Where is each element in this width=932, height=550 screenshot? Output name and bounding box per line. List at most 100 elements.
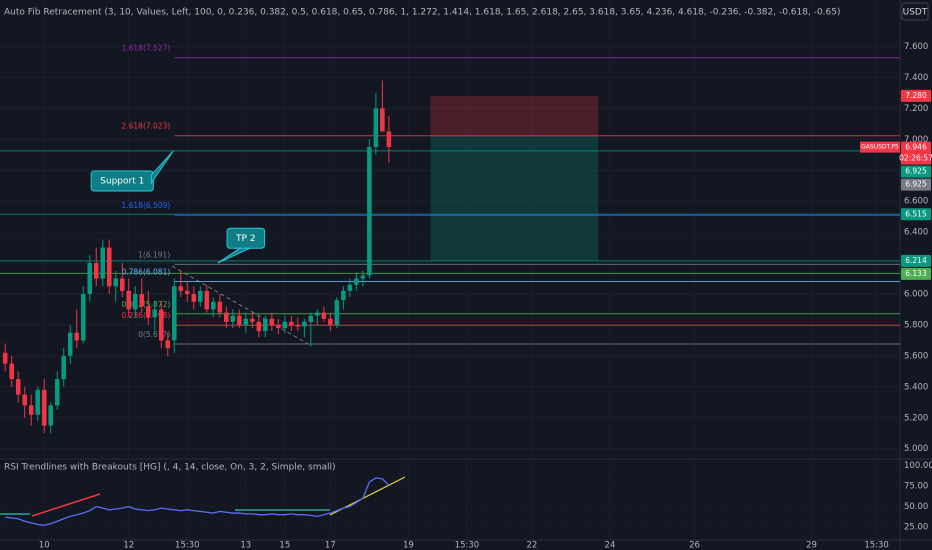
price-tag-label: 6.515 xyxy=(905,209,927,218)
candle-body xyxy=(204,290,210,310)
candle-body xyxy=(93,263,99,279)
price-tag-label: 6.133 xyxy=(905,269,927,278)
x-tick-label: 13 xyxy=(240,541,251,550)
y-tick-label: 7.600 xyxy=(904,42,928,52)
candle-body xyxy=(178,286,184,291)
grid xyxy=(0,45,900,528)
y-tick-label: 6.000 xyxy=(904,289,928,299)
candle-body xyxy=(100,247,106,279)
candle-body xyxy=(367,146,372,276)
fib-label: 0.382(5.872) xyxy=(121,300,170,309)
candle-body xyxy=(61,355,67,380)
price-tag xyxy=(901,254,931,267)
x-tick-label: 24 xyxy=(605,541,616,550)
candle-body xyxy=(106,247,112,287)
rsi-tick-label: 25.00 xyxy=(904,522,928,532)
candle-body xyxy=(256,321,262,332)
candle-body xyxy=(9,363,14,380)
candle-body xyxy=(119,278,125,291)
candle-body xyxy=(191,293,197,302)
candle-body xyxy=(289,321,294,325)
x-tick-label: 26 xyxy=(689,541,700,550)
symbol-tag xyxy=(860,141,900,153)
candle-body xyxy=(334,300,340,325)
candle-body xyxy=(158,309,164,341)
candle-body xyxy=(54,379,60,406)
candle-body xyxy=(308,315,314,322)
y-tick-label: 7.000 xyxy=(904,135,928,145)
candle-body xyxy=(250,318,255,322)
position-target-zone xyxy=(430,135,599,261)
rsi-title: RSI Trendlines with Breakouts [HG] (, 4,… xyxy=(4,463,336,473)
fib-label: 0(5.677) xyxy=(138,330,170,339)
candle-body xyxy=(237,315,242,325)
callout: TP 2 xyxy=(217,227,266,264)
rsi-tick-label: 50.00 xyxy=(904,502,928,512)
y-tick-label: 6.400 xyxy=(904,228,928,238)
x-tick-label: 10 xyxy=(39,541,50,550)
candle-body xyxy=(132,293,138,310)
price-tag xyxy=(901,165,931,178)
price-tag xyxy=(901,208,931,221)
candle-body xyxy=(185,290,190,294)
candle-body xyxy=(87,263,93,294)
candle-body xyxy=(172,286,177,341)
price-tag xyxy=(901,141,931,165)
candle-body xyxy=(354,278,359,285)
fib-label: 2.618(7.023) xyxy=(121,122,170,131)
candle-body xyxy=(28,405,34,415)
x-tick-label: 22 xyxy=(527,541,538,550)
candle-body xyxy=(22,394,27,406)
fib-trend-line xyxy=(171,265,311,346)
plot: 1.618(7.527) 2.618(7.023) 1.618(6.509) 1(6.… xyxy=(0,44,900,434)
candle-body xyxy=(165,340,171,349)
callout-text: TP 2 xyxy=(235,234,256,244)
candle-body xyxy=(315,312,320,316)
position-stop-zone xyxy=(430,95,599,136)
y-tick-label: 5.000 xyxy=(904,444,928,454)
candle-body xyxy=(263,318,268,332)
candle-body xyxy=(80,293,86,341)
candle-body xyxy=(224,312,229,322)
price-tag xyxy=(901,89,931,102)
candle-body xyxy=(341,290,346,301)
y-tick-label: 7.200 xyxy=(904,104,928,114)
rsi-line xyxy=(5,477,390,526)
x-tick-label: 17 xyxy=(325,541,336,550)
candle-body xyxy=(243,318,249,325)
fib-label: 1(6.191) xyxy=(138,250,170,259)
candle-body xyxy=(67,332,73,356)
symbol-label: GASUSDT.P5 xyxy=(861,144,899,151)
currency-label: USDT xyxy=(903,8,928,18)
y-tick-label: 5.600 xyxy=(904,351,928,361)
callout: Support 1 xyxy=(90,150,174,192)
callout-tail xyxy=(217,247,251,264)
candle-body xyxy=(321,312,327,319)
currency-badge[interactable] xyxy=(901,2,929,21)
candle-body xyxy=(139,293,145,307)
callout-tail xyxy=(150,150,174,185)
price-tag-label: 6.946 xyxy=(905,143,927,152)
price-tag xyxy=(901,267,931,280)
price-tag-label: 6.925 xyxy=(905,167,927,176)
callout-text: Support 1 xyxy=(100,177,144,187)
candle-body xyxy=(35,389,40,415)
callout-box xyxy=(90,170,154,192)
candle-body xyxy=(145,306,151,318)
candle-body xyxy=(360,275,366,279)
candle-body xyxy=(126,290,132,310)
candle-body xyxy=(211,301,216,310)
y-tick-label: 7.400 xyxy=(904,73,928,83)
x-tick-label: 15:30 xyxy=(455,541,480,550)
candle-body xyxy=(276,324,281,329)
x-tick-label: 15 xyxy=(279,541,290,550)
candle-body xyxy=(41,389,47,426)
price-tag-label: 6.925 xyxy=(905,180,927,189)
candle-body xyxy=(380,108,385,132)
candle-body xyxy=(295,324,301,327)
y-tick-label: 5.200 xyxy=(904,413,928,423)
y-tick-label: 5.400 xyxy=(904,382,928,392)
